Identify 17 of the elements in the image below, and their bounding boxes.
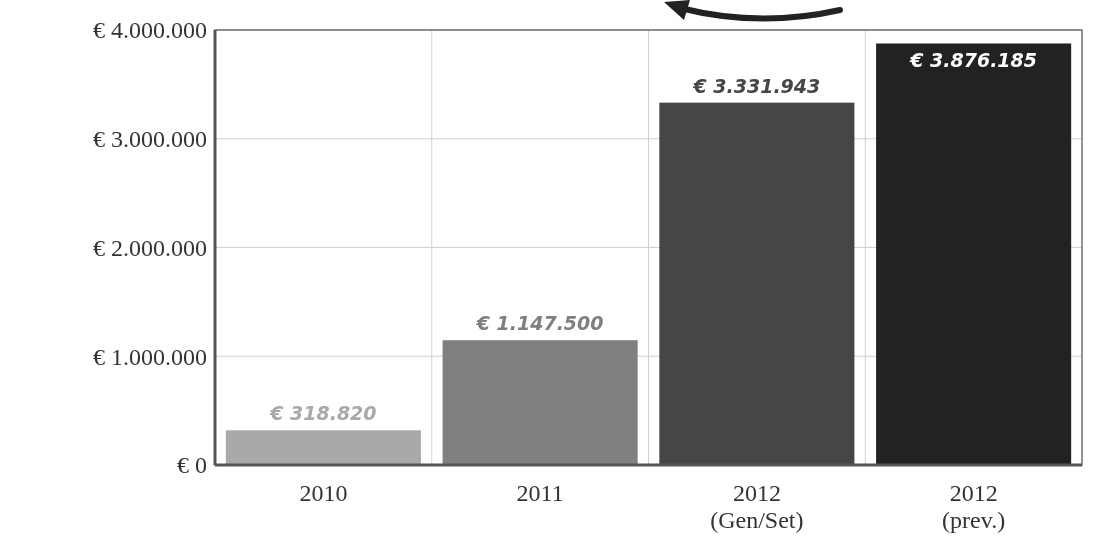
- bar: [876, 43, 1072, 465]
- x-tick-label: 2010: [299, 480, 348, 506]
- bar: [225, 430, 421, 465]
- data-label: € 318.820: [269, 402, 377, 425]
- data-label: € 1.147.500: [475, 312, 604, 335]
- data-label: € 3.876.185: [909, 49, 1038, 72]
- y-tick-label: € 0: [177, 452, 207, 479]
- y-tick-label: € 2.000.000: [93, 234, 207, 261]
- data-label: € 3.331.943: [692, 74, 821, 97]
- x-tick-label: 2012 (prev.): [942, 480, 1006, 533]
- y-tick-label: € 1.000.000: [93, 343, 207, 370]
- x-tick-label: 2011: [516, 480, 564, 506]
- bar: [442, 340, 638, 465]
- y-tick-label: € 3.000.000: [93, 126, 207, 153]
- x-tick-label: 2012 (Gen/Set): [710, 480, 804, 533]
- y-tick-label: € 4.000.000: [93, 17, 207, 44]
- bar: [659, 102, 855, 465]
